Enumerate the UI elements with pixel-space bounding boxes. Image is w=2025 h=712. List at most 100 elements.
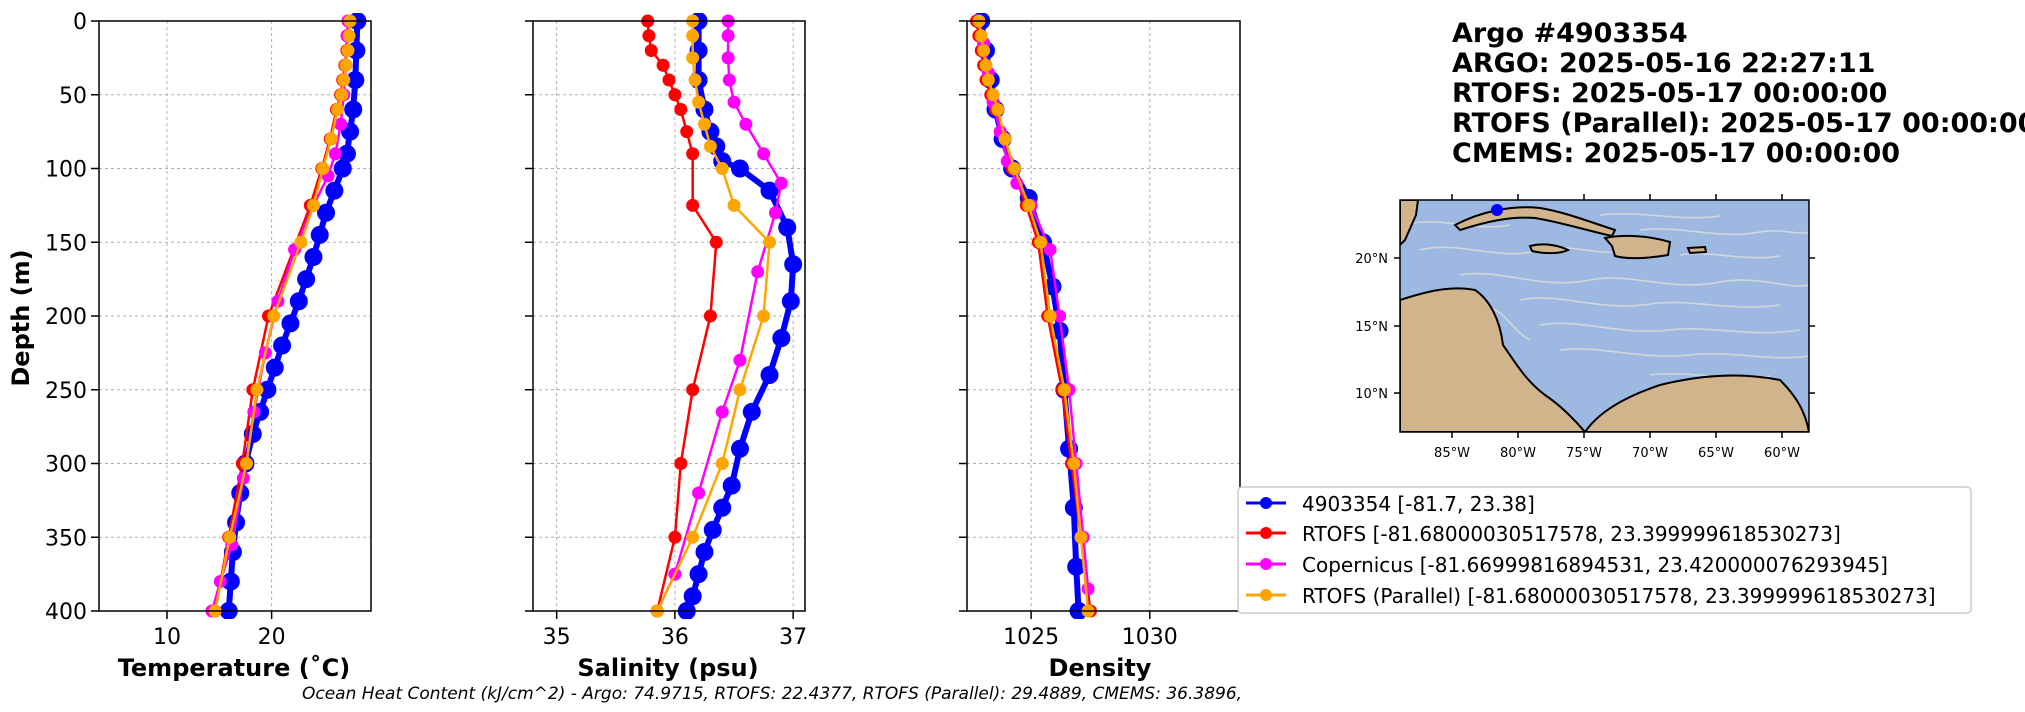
data-point bbox=[703, 520, 722, 539]
data-point bbox=[686, 51, 700, 65]
y-tick-label: 400 bbox=[45, 600, 87, 625]
data-point bbox=[310, 225, 329, 244]
data-point bbox=[688, 73, 702, 87]
legend: 4903354 [-81.7, 23.38] RTOFS [-81.680000… bbox=[1237, 486, 1972, 614]
data-point bbox=[297, 270, 316, 289]
legend-label: 4903354 [-81.7, 23.38] bbox=[1302, 492, 1535, 516]
data-point bbox=[316, 162, 330, 175]
temperature-panel: 0 50 100 150 200 250 300 350 400 10 20 bbox=[45, 10, 372, 650]
data-point bbox=[223, 530, 237, 544]
data-point bbox=[686, 147, 700, 161]
data-point bbox=[692, 95, 706, 109]
map-tick-marks bbox=[1394, 194, 1815, 438]
map-lon-tick: 80°W bbox=[1500, 446, 1536, 461]
temperature-axis-label: Temperature (˚C) bbox=[118, 654, 351, 682]
data-point bbox=[1043, 243, 1057, 257]
data-point bbox=[713, 498, 732, 517]
series-line bbox=[213, 20, 352, 612]
data-point bbox=[715, 457, 729, 470]
data-point bbox=[668, 88, 682, 102]
x-tick-label: 36 bbox=[661, 625, 689, 650]
data-point bbox=[781, 292, 800, 311]
data-point bbox=[346, 71, 365, 89]
map-lat-ticks: 20°N 15°N 10°N bbox=[1355, 252, 1388, 402]
title-line-argo-time: ARGO: 2025-05-16 22:27:11 bbox=[1452, 48, 1875, 79]
data-point bbox=[727, 198, 741, 212]
map-lon-tick: 85°W bbox=[1434, 446, 1470, 461]
data-point bbox=[281, 314, 300, 333]
series-layer bbox=[969, 13, 1097, 619]
legend-label: RTOFS (Parallel) [-81.68000030517578, 23… bbox=[1302, 584, 1936, 608]
map-lon-tick: 75°W bbox=[1566, 446, 1602, 461]
map-lon-tick: 65°W bbox=[1698, 446, 1734, 461]
data-point bbox=[757, 147, 771, 161]
axes-frame bbox=[966, 20, 1241, 612]
data-point bbox=[730, 159, 749, 178]
data-point bbox=[337, 144, 356, 163]
data-point bbox=[644, 44, 658, 57]
data-point bbox=[991, 103, 1005, 116]
data-point bbox=[1043, 309, 1057, 323]
data-point bbox=[974, 29, 988, 43]
data-point bbox=[981, 73, 995, 87]
map-lat-tick: 10°N bbox=[1355, 387, 1388, 402]
y-tick-label: 350 bbox=[45, 526, 87, 551]
plot-area bbox=[967, 21, 1240, 611]
data-point bbox=[784, 255, 803, 274]
x-tick-label: 1030 bbox=[1122, 625, 1178, 650]
data-point bbox=[289, 292, 308, 311]
data-point bbox=[709, 235, 723, 249]
y-tick-label: 0 bbox=[73, 10, 87, 35]
data-point bbox=[721, 29, 735, 43]
data-point bbox=[977, 44, 991, 57]
data-point bbox=[324, 132, 338, 146]
data-point bbox=[774, 176, 788, 190]
data-point bbox=[703, 139, 717, 153]
data-point bbox=[656, 58, 670, 72]
data-point bbox=[757, 309, 771, 323]
y-tick-label: 50 bbox=[59, 84, 87, 109]
data-point bbox=[979, 58, 993, 72]
data-point bbox=[317, 203, 336, 222]
data-point bbox=[339, 58, 353, 72]
data-point bbox=[306, 198, 320, 212]
map-land bbox=[1400, 200, 1809, 432]
data-point bbox=[304, 248, 323, 266]
title-line-rtofs-parallel-time: RTOFS (Parallel): 2025-05-17 00:00:00 bbox=[1452, 108, 2025, 139]
map-lon-ticks: 85°W 80°W 75°W 70°W 65°W 60°W bbox=[1434, 446, 1800, 461]
data-point bbox=[998, 132, 1012, 146]
title-block: Argo #4903354 ARGO: 2025-05-16 22:27:11 … bbox=[1452, 18, 2025, 169]
data-point bbox=[334, 117, 348, 131]
density-panel: 1025 1030 bbox=[959, 13, 1241, 650]
data-point bbox=[662, 73, 676, 87]
y-tick-label: 200 bbox=[45, 305, 87, 330]
data-point bbox=[1067, 457, 1081, 470]
data-point bbox=[715, 405, 729, 419]
map-lat-tick: 20°N bbox=[1355, 252, 1388, 267]
data-point bbox=[331, 103, 345, 116]
data-point bbox=[335, 88, 349, 102]
salinity-axis-label: Salinity (psu) bbox=[577, 654, 758, 682]
data-point bbox=[686, 383, 700, 397]
y-tick-label: 300 bbox=[45, 453, 87, 478]
data-point bbox=[730, 439, 749, 458]
y-tick-label: 100 bbox=[45, 158, 87, 183]
data-point bbox=[341, 44, 355, 57]
data-point bbox=[727, 95, 741, 109]
salinity-panel: 35 36 37 bbox=[525, 13, 807, 650]
data-point bbox=[1057, 383, 1071, 397]
map-lon-tick: 70°W bbox=[1632, 446, 1668, 461]
data-point bbox=[703, 309, 717, 323]
series-line bbox=[646, 20, 718, 612]
data-point bbox=[265, 358, 284, 377]
data-point bbox=[721, 51, 735, 65]
data-point bbox=[333, 159, 352, 178]
data-point bbox=[733, 383, 747, 397]
data-point bbox=[674, 457, 688, 470]
data-point bbox=[1053, 309, 1067, 323]
data-point bbox=[267, 309, 281, 323]
data-point bbox=[686, 29, 700, 43]
inset-map: 85°W 80°W 75°W 70°W 65°W 60°W 20°N 15°N … bbox=[1355, 194, 1815, 461]
argo-location-marker bbox=[1491, 204, 1503, 216]
